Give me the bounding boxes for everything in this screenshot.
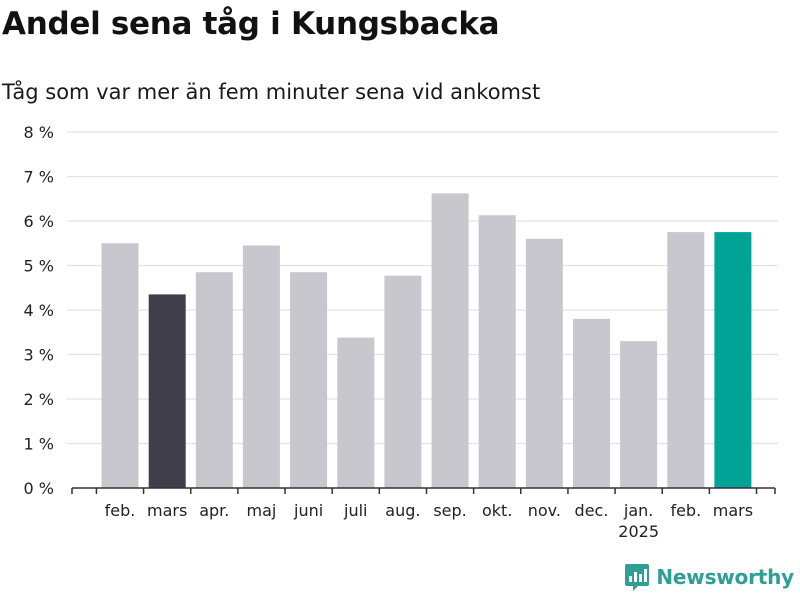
bar-chart: 0 % 1 % 2 % 3 % 4 % 5 % 6 % 7 % 8 % feb. mars apr.…	[24, 123, 778, 541]
bar-sep-7	[431, 193, 469, 488]
newsworthy-logo-icon	[625, 564, 650, 591]
x-tick-label: sep.	[433, 501, 466, 520]
chart-subtitle: Tåg som var mer än fem minuter sena vid …	[2, 80, 541, 104]
y-tick-label: 1 %	[24, 435, 54, 454]
x-tick-label: mars	[147, 501, 187, 520]
y-tick-label: 7 %	[24, 168, 54, 187]
bar-feb-0	[101, 243, 139, 489]
x-axis: feb. mars apr. maj juni juli aug. sep. okt. nov. d…	[71, 487, 776, 541]
bar-apr-2	[195, 272, 233, 488]
bar-nov-9	[525, 238, 563, 488]
bar-maj-3	[242, 245, 280, 488]
y-tick-label: 4 %	[24, 301, 54, 320]
newsworthy-brand: Newsworthy	[624, 562, 794, 592]
bar-mars-13	[714, 232, 752, 488]
x-tick-label: feb.	[670, 501, 701, 520]
bar-juli-5	[337, 337, 375, 488]
x-tick-label: mars	[713, 501, 753, 520]
bar-juni-4	[290, 272, 328, 488]
x-tick-label: okt.	[482, 501, 512, 520]
y-axis-ticks: 0 % 1 % 2 % 3 % 4 % 5 % 6 % 7 % 8 %	[24, 123, 54, 498]
x-tick-label: juli	[343, 501, 367, 520]
bar-jan-11	[620, 341, 658, 488]
x-tick-label: feb.	[105, 501, 136, 520]
bars	[101, 193, 752, 489]
y-tick-label: 0 %	[24, 479, 54, 498]
x-tick-label: jan.	[623, 501, 653, 520]
brand-name: Newsworthy	[656, 565, 794, 589]
y-tick-label: 3 %	[24, 346, 54, 365]
x-tick-label: maj	[247, 501, 277, 520]
y-tick-label: 2 %	[24, 390, 54, 409]
x-year-label: 2025	[618, 522, 659, 541]
x-tick-label: juni	[293, 501, 323, 520]
y-tick-label: 5 %	[24, 257, 54, 276]
x-tick-label: nov.	[528, 501, 561, 520]
bar-okt-8	[478, 215, 516, 488]
gridlines	[67, 131, 778, 445]
bar-aug-6	[384, 275, 422, 488]
chart-title: Andel sena tåg i Kungsbacka	[2, 6, 500, 42]
bar-mars-1	[148, 294, 186, 488]
y-tick-label: 8 %	[24, 123, 54, 142]
x-tick-label: apr.	[199, 501, 229, 520]
y-tick-label: 6 %	[24, 212, 54, 231]
x-tick-label: aug.	[385, 501, 420, 520]
x-tick-label: dec.	[575, 501, 609, 520]
bar-feb-12	[667, 232, 705, 488]
bar-dec-10	[573, 318, 610, 488]
